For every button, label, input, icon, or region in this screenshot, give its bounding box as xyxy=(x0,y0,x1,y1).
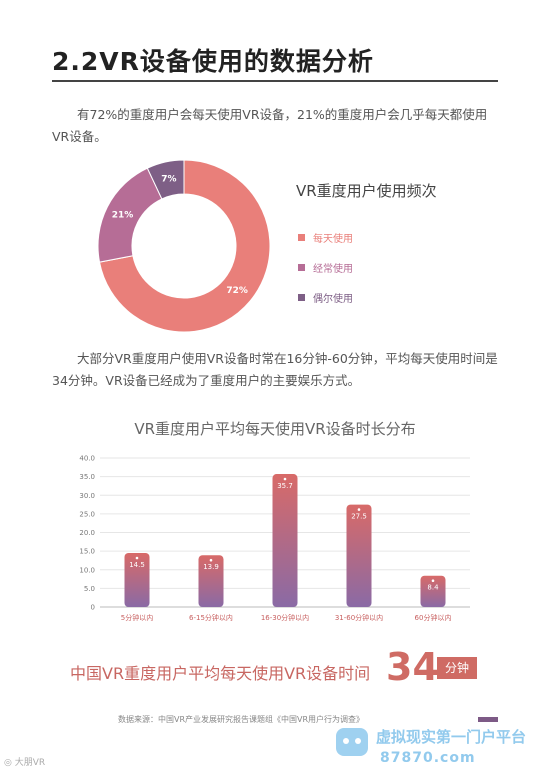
y-tick-label: 5.0 xyxy=(84,585,95,593)
bar xyxy=(420,575,446,607)
legend-item-daily: 每天使用 xyxy=(298,222,353,252)
bar xyxy=(346,504,372,607)
donut-slice-occasional xyxy=(146,159,185,200)
x-category-label: 6-15分钟以内 xyxy=(189,613,233,622)
legend-swatch xyxy=(298,293,305,301)
bar-value-label: 14.5 xyxy=(129,561,145,569)
weibo-handle: 大朋VR xyxy=(14,758,46,768)
y-tick-label: 15.0 xyxy=(79,548,95,556)
legend-swatch xyxy=(298,263,305,271)
bar-chart-title: VR重度用户平均每天使用VR设备时长分布 xyxy=(134,420,416,438)
x-category-label: 60分钟以内 xyxy=(415,613,452,622)
duration-bar-chart: 0 5.0 10.0 15.0 20.0 25.0 30.0 35.0 40.0 14.5 5分钟以… xyxy=(79,455,470,622)
summary-number: 34 xyxy=(386,645,439,689)
legend-label: 每天使用 xyxy=(313,233,353,245)
y-tick-label: 35.0 xyxy=(79,473,95,481)
y-tick-label: 30.0 xyxy=(79,492,95,500)
bar xyxy=(198,555,224,607)
bar-value-label: 27.5 xyxy=(351,513,367,521)
y-tick-label: 0 xyxy=(91,604,95,612)
donut-legend: 每天使用经常使用偶尔使用 xyxy=(298,222,353,312)
bar-value-label: 13.9 xyxy=(203,563,219,571)
legend-swatch xyxy=(298,233,305,241)
donut-value-label: 7% xyxy=(161,175,176,185)
intro-paragraph: 有72%的重度用户会每天使用VR设备，21%的重度用户会几乎每天都使用VR设备。 xyxy=(52,104,498,148)
source-accent-bar xyxy=(478,717,498,722)
donut-value-label: 72% xyxy=(226,286,248,296)
bar-top-dot xyxy=(283,477,287,481)
usage-frequency-donut: 72% 21% 7% xyxy=(96,158,272,334)
y-tick-label: 25.0 xyxy=(79,510,95,518)
summary-text: 中国VR重度用户平均每天使用VR设备时间 xyxy=(70,664,371,683)
duration-paragraph: 大部分VR重度用户使用VR设备时常在16分钟-60分钟，平均每天使用时间是34分… xyxy=(52,348,498,392)
bar xyxy=(124,552,150,607)
x-category-label: 31-60分钟以内 xyxy=(335,613,383,622)
y-tick-label: 40.0 xyxy=(79,455,95,463)
site-url: 87870.com xyxy=(380,750,476,766)
bar-top-dot xyxy=(209,558,213,562)
legend-item-often: 经常使用 xyxy=(298,252,353,282)
weibo-watermark: ◎ 大朋VR xyxy=(4,758,46,768)
y-tick-label: 10.0 xyxy=(79,566,95,574)
site-watermark: 虚拟现实第一门户平台 87870.com xyxy=(336,724,546,776)
page-title: 2.2VR设备使用的数据分析 xyxy=(52,47,374,76)
site-name: 虚拟现实第一门户平台 xyxy=(376,728,527,746)
legend-item-occasional: 偶尔使用 xyxy=(298,282,353,312)
donut-chart-svg: 72% 21% 7% xyxy=(97,159,271,333)
donut-chart-title: VR重度用户使用频次 xyxy=(296,182,437,200)
bar-value-label: 8.4 xyxy=(427,584,439,592)
donut-slice-daily xyxy=(98,159,271,333)
bar-top-dot xyxy=(431,579,435,583)
x-category-label: 16-30分钟以内 xyxy=(261,613,309,622)
robot-mascot-icon xyxy=(336,728,368,756)
legend-label: 经常使用 xyxy=(313,263,353,275)
legend-label: 偶尔使用 xyxy=(313,293,353,305)
bar-value-label: 35.7 xyxy=(277,482,293,490)
source-note: 数据来源：中国VR产业发展研究报告课题组《中国VR用户行为调查》 xyxy=(118,715,365,724)
donut-value-label: 21% xyxy=(112,211,134,221)
summary-unit-badge: 分钟 xyxy=(437,657,477,679)
y-tick-label: 20.0 xyxy=(79,529,95,537)
title-divider xyxy=(52,80,498,82)
bar-top-dot xyxy=(135,556,139,560)
duration-text: 大部分VR重度用户使用VR设备时常在16分钟-60分钟，平均每天使用时间是34分… xyxy=(52,351,498,388)
intro-text: 有72%的重度用户会每天使用VR设备，21%的重度用户会几乎每天都使用VR设备。 xyxy=(52,107,488,144)
bar xyxy=(272,474,298,607)
bar-top-dot xyxy=(357,508,361,511)
x-category-label: 5分钟以内 xyxy=(121,613,153,622)
